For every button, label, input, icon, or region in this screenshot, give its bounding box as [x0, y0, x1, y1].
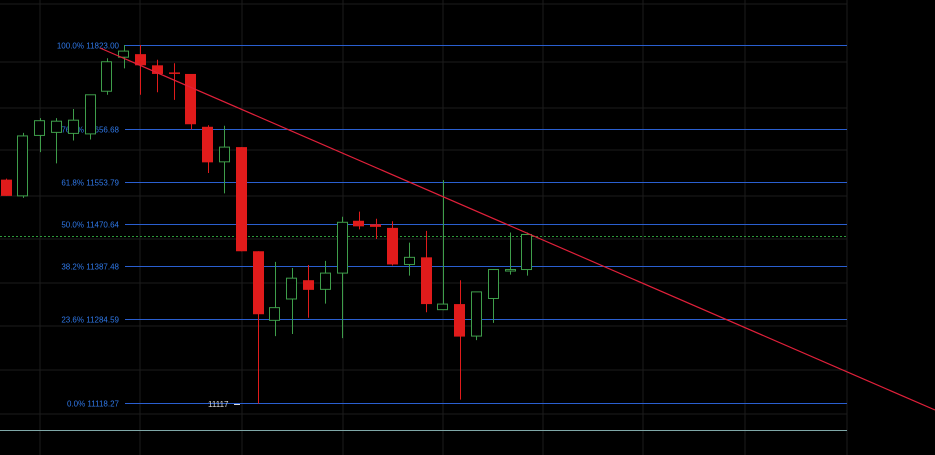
fib-level-label: 23.6% 11284.59 [61, 316, 119, 325]
candle [471, 291, 482, 341]
candle [286, 268, 297, 335]
candle-body [101, 61, 112, 92]
candle-body [1, 179, 12, 196]
candle-body [118, 50, 129, 58]
candle-body [169, 72, 180, 74]
candle-body [34, 120, 45, 136]
candle [269, 261, 280, 337]
candle [152, 59, 163, 93]
candle-body [286, 277, 297, 300]
candle-body [488, 269, 499, 299]
candle [202, 125, 213, 174]
candle-body [454, 304, 465, 337]
candle-body [51, 120, 62, 133]
low-price-label: 11117 [208, 400, 229, 409]
candle [1, 178, 12, 196]
candle-body [17, 135, 28, 197]
candle-body [303, 280, 314, 290]
candle [185, 73, 196, 130]
candle [320, 260, 331, 304]
candle [421, 230, 432, 313]
candle [118, 45, 129, 69]
fib-level-label: 100.0% 11823.00 [57, 42, 120, 51]
candle-body [202, 126, 213, 163]
candle [521, 232, 532, 276]
candle-body [236, 147, 247, 252]
candle-body [353, 220, 364, 227]
candle [17, 132, 28, 198]
candle [505, 232, 516, 275]
candle-body [219, 146, 230, 163]
candle-body [370, 224, 381, 227]
candle [236, 147, 247, 252]
candle [353, 211, 364, 230]
candle [101, 58, 112, 95]
candle [169, 63, 180, 100]
candle [303, 264, 314, 318]
candles [1, 45, 532, 404]
candle-body [320, 272, 331, 290]
current-price-line [0, 236, 847, 431]
candle [370, 218, 381, 240]
candle [337, 216, 348, 339]
candle-body [404, 256, 415, 265]
fib-level-label: 50.0% 11470.64 [61, 221, 119, 230]
candle-body [521, 233, 532, 271]
candle [135, 45, 146, 95]
fib-level-label: 61.8% 11553.79 [61, 179, 119, 188]
candle [387, 221, 398, 266]
candle-body [85, 94, 96, 135]
candle-body [471, 291, 482, 337]
candle [68, 109, 79, 141]
trendline [99, 47, 935, 411]
candle-body [135, 54, 146, 66]
candle [51, 118, 62, 164]
fib-level-label: 0.0% 11118.27 [67, 400, 120, 409]
candle [253, 251, 264, 404]
candle-body [152, 65, 163, 74]
candle [488, 269, 499, 323]
candle [437, 180, 448, 311]
candle [219, 125, 230, 194]
candle-body [421, 257, 432, 305]
candle-body [337, 221, 348, 274]
candle [404, 242, 415, 276]
candle-body [68, 119, 79, 134]
candle-body [185, 73, 196, 125]
fib-level-label: 38.2% 11387.48 [61, 263, 119, 272]
candle-body [437, 303, 448, 311]
candle [85, 94, 96, 140]
candle-body [269, 307, 280, 321]
resistance-trendline [99, 47, 935, 411]
candle-body [253, 251, 264, 315]
candle-body [505, 269, 516, 272]
grid [0, 0, 848, 455]
labels: 11117 [208, 400, 240, 409]
candle [454, 280, 465, 400]
candle [34, 118, 45, 153]
candle-body [387, 227, 398, 265]
